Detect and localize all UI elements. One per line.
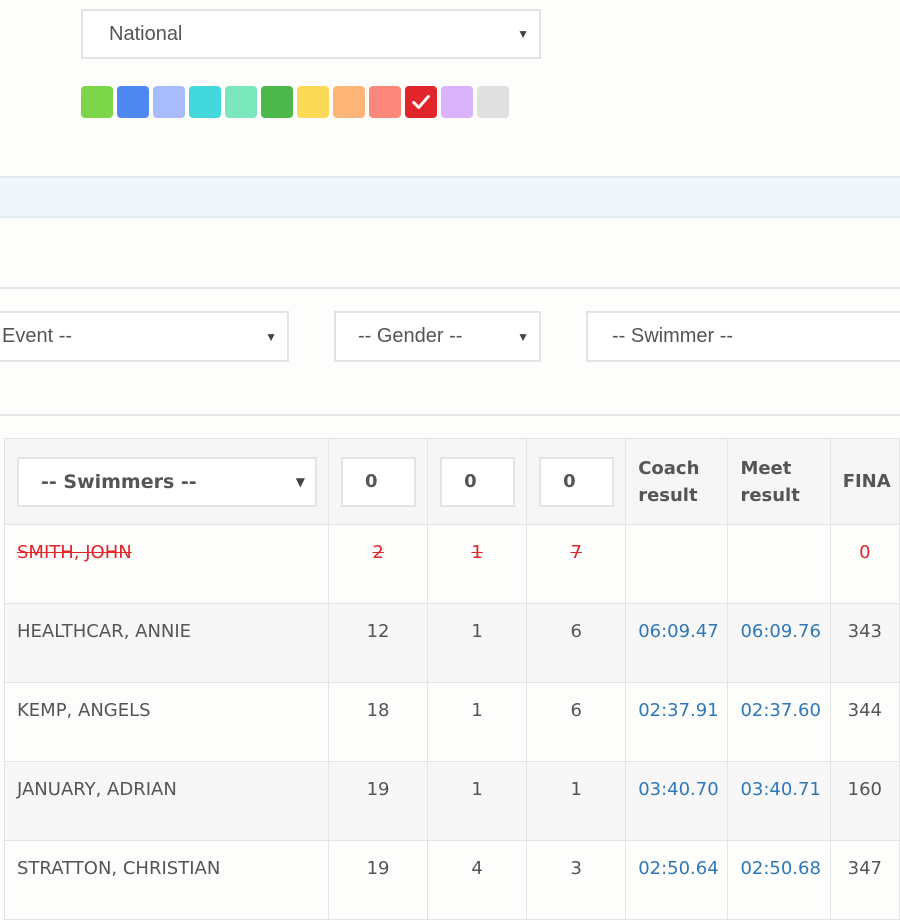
checkmark-icon [412,95,430,109]
table-cell: 1 [427,524,528,604]
filter-header: 0 [526,438,627,525]
divider [0,414,900,416]
section-band [0,176,900,218]
swimmer-name-text: SMITH, JOHN [17,542,132,563]
table-cell: 19 [328,761,429,841]
color-swatch[interactable] [297,86,329,118]
meet-result-header-label: Meet result [740,457,800,506]
filter-input[interactable]: 0 [539,456,615,507]
meet-result-header[interactable]: Meet result [727,438,831,525]
table-cell: 1 [427,682,528,762]
level-select-value: National [109,22,183,45]
color-swatches [81,86,509,118]
color-swatch[interactable] [81,86,113,118]
swimmer-name: JANUARY, ADRIAN [3,761,330,841]
coach-result-link[interactable]: 03:40.70 [625,761,729,841]
table-row[interactable]: JANUARY, ADRIAN 19 1 1 03:40.70 03:40.71… [3,761,900,841]
gender-select-value: -- Gender -- [358,325,463,347]
meet-result-link[interactable]: 06:09.76 [727,603,831,683]
divider [0,287,900,289]
swimmers-select[interactable]: -- Swimmers -- ▼ [17,456,317,507]
coach-result-link[interactable]: 06:09.47 [625,603,729,683]
swimmer-name: STRATTON, CHRISTIAN [3,840,330,920]
color-swatch[interactable] [189,86,221,118]
table-cell: 3 [526,840,627,920]
table-header-row: -- Swimmers -- ▼ 0 0 0 Coach result Meet… [3,438,900,525]
meet-result-link[interactable]: 02:50.68 [727,840,831,920]
table-cell: 1 [526,761,627,841]
filter-header: 0 [427,438,528,525]
meet-result-link[interactable]: 03:40.71 [727,761,831,841]
table-cell: 12 [328,603,429,683]
color-swatch[interactable] [441,86,473,118]
coach-result-link[interactable]: 02:50.64 [625,840,729,920]
table-cell: 7 [526,524,627,604]
swimmers-select-value: -- Swimmers -- [41,470,197,493]
color-swatch[interactable] [225,86,257,118]
table-row[interactable]: STRATTON, CHRISTIAN 19 4 3 02:50.64 02:5… [3,840,900,920]
cell-value: 2 [372,542,384,563]
color-swatch[interactable] [117,86,149,118]
filter-input[interactable]: 0 [440,456,516,507]
table-cell: 19 [328,840,429,920]
event-select-value: Event -- [2,325,73,347]
chevron-down-icon: ▼ [295,474,305,489]
filter-header: 0 [328,438,429,525]
table-cell: 18 [328,682,429,762]
color-swatch-selected[interactable] [405,86,437,118]
fina-points-cell: 344 [829,682,900,762]
swimmer-select-value: -- Swimmer -- [612,325,734,347]
filter-input[interactable]: 0 [341,456,417,507]
fina-points-cell: 160 [829,761,900,841]
fina-points-cell: 343 [829,603,900,683]
swimmer-select[interactable]: -- Swimmer -- [586,311,900,362]
coach-result-link[interactable]: 02:37.91 [625,682,729,762]
swimmer-name: KEMP, ANGELS [3,682,330,762]
chevron-down-icon: ▼ [517,329,529,344]
coach-result-header-label: Coach result [638,457,700,506]
table-cell: 1 [427,603,528,683]
color-swatch[interactable] [261,86,293,118]
event-select[interactable]: Event -- ▼ [0,311,289,362]
table-row[interactable]: HEALTHCAR, ANNIE 12 1 6 06:09.47 06:09.7… [3,603,900,683]
fina-header-label: FINA [842,471,891,492]
swimmer-name: SMITH, JOHN [3,524,330,604]
color-swatch[interactable] [153,86,185,118]
chevron-down-icon: ▼ [265,329,277,344]
table-cell: 4 [427,840,528,920]
color-swatch[interactable] [333,86,365,118]
color-swatch[interactable] [369,86,401,118]
table-cell: 2 [328,524,429,604]
coach-result-cell [625,524,729,604]
meet-result-cell [727,524,831,604]
fina-points-cell: 347 [829,840,900,920]
table-row[interactable]: KEMP, ANGELS 18 1 6 02:37.91 02:37.60 34… [3,682,900,762]
cell-value: 1 [471,542,483,563]
meet-result-link[interactable]: 02:37.60 [727,682,831,762]
gender-select[interactable]: -- Gender -- ▼ [334,311,541,362]
fina-points-cell: 0 [829,524,900,604]
level-select[interactable]: National ▼ [81,9,541,59]
table-cell: 6 [526,603,627,683]
table-cell: 6 [526,682,627,762]
table-cell: 1 [427,761,528,841]
swimmers-header: -- Swimmers -- ▼ [3,438,330,525]
fina-header[interactable]: FINA [829,438,900,525]
coach-result-header[interactable]: Coach result [625,438,729,525]
swimmer-name: HEALTHCAR, ANNIE [3,603,330,683]
chevron-down-icon: ▼ [517,27,529,41]
cell-value: 7 [570,542,582,563]
color-swatch[interactable] [477,86,509,118]
table-row[interactable]: SMITH, JOHN 2 1 7 0 [3,524,900,604]
results-table: -- Swimmers -- ▼ 0 0 0 Coach result Meet… [3,438,900,920]
